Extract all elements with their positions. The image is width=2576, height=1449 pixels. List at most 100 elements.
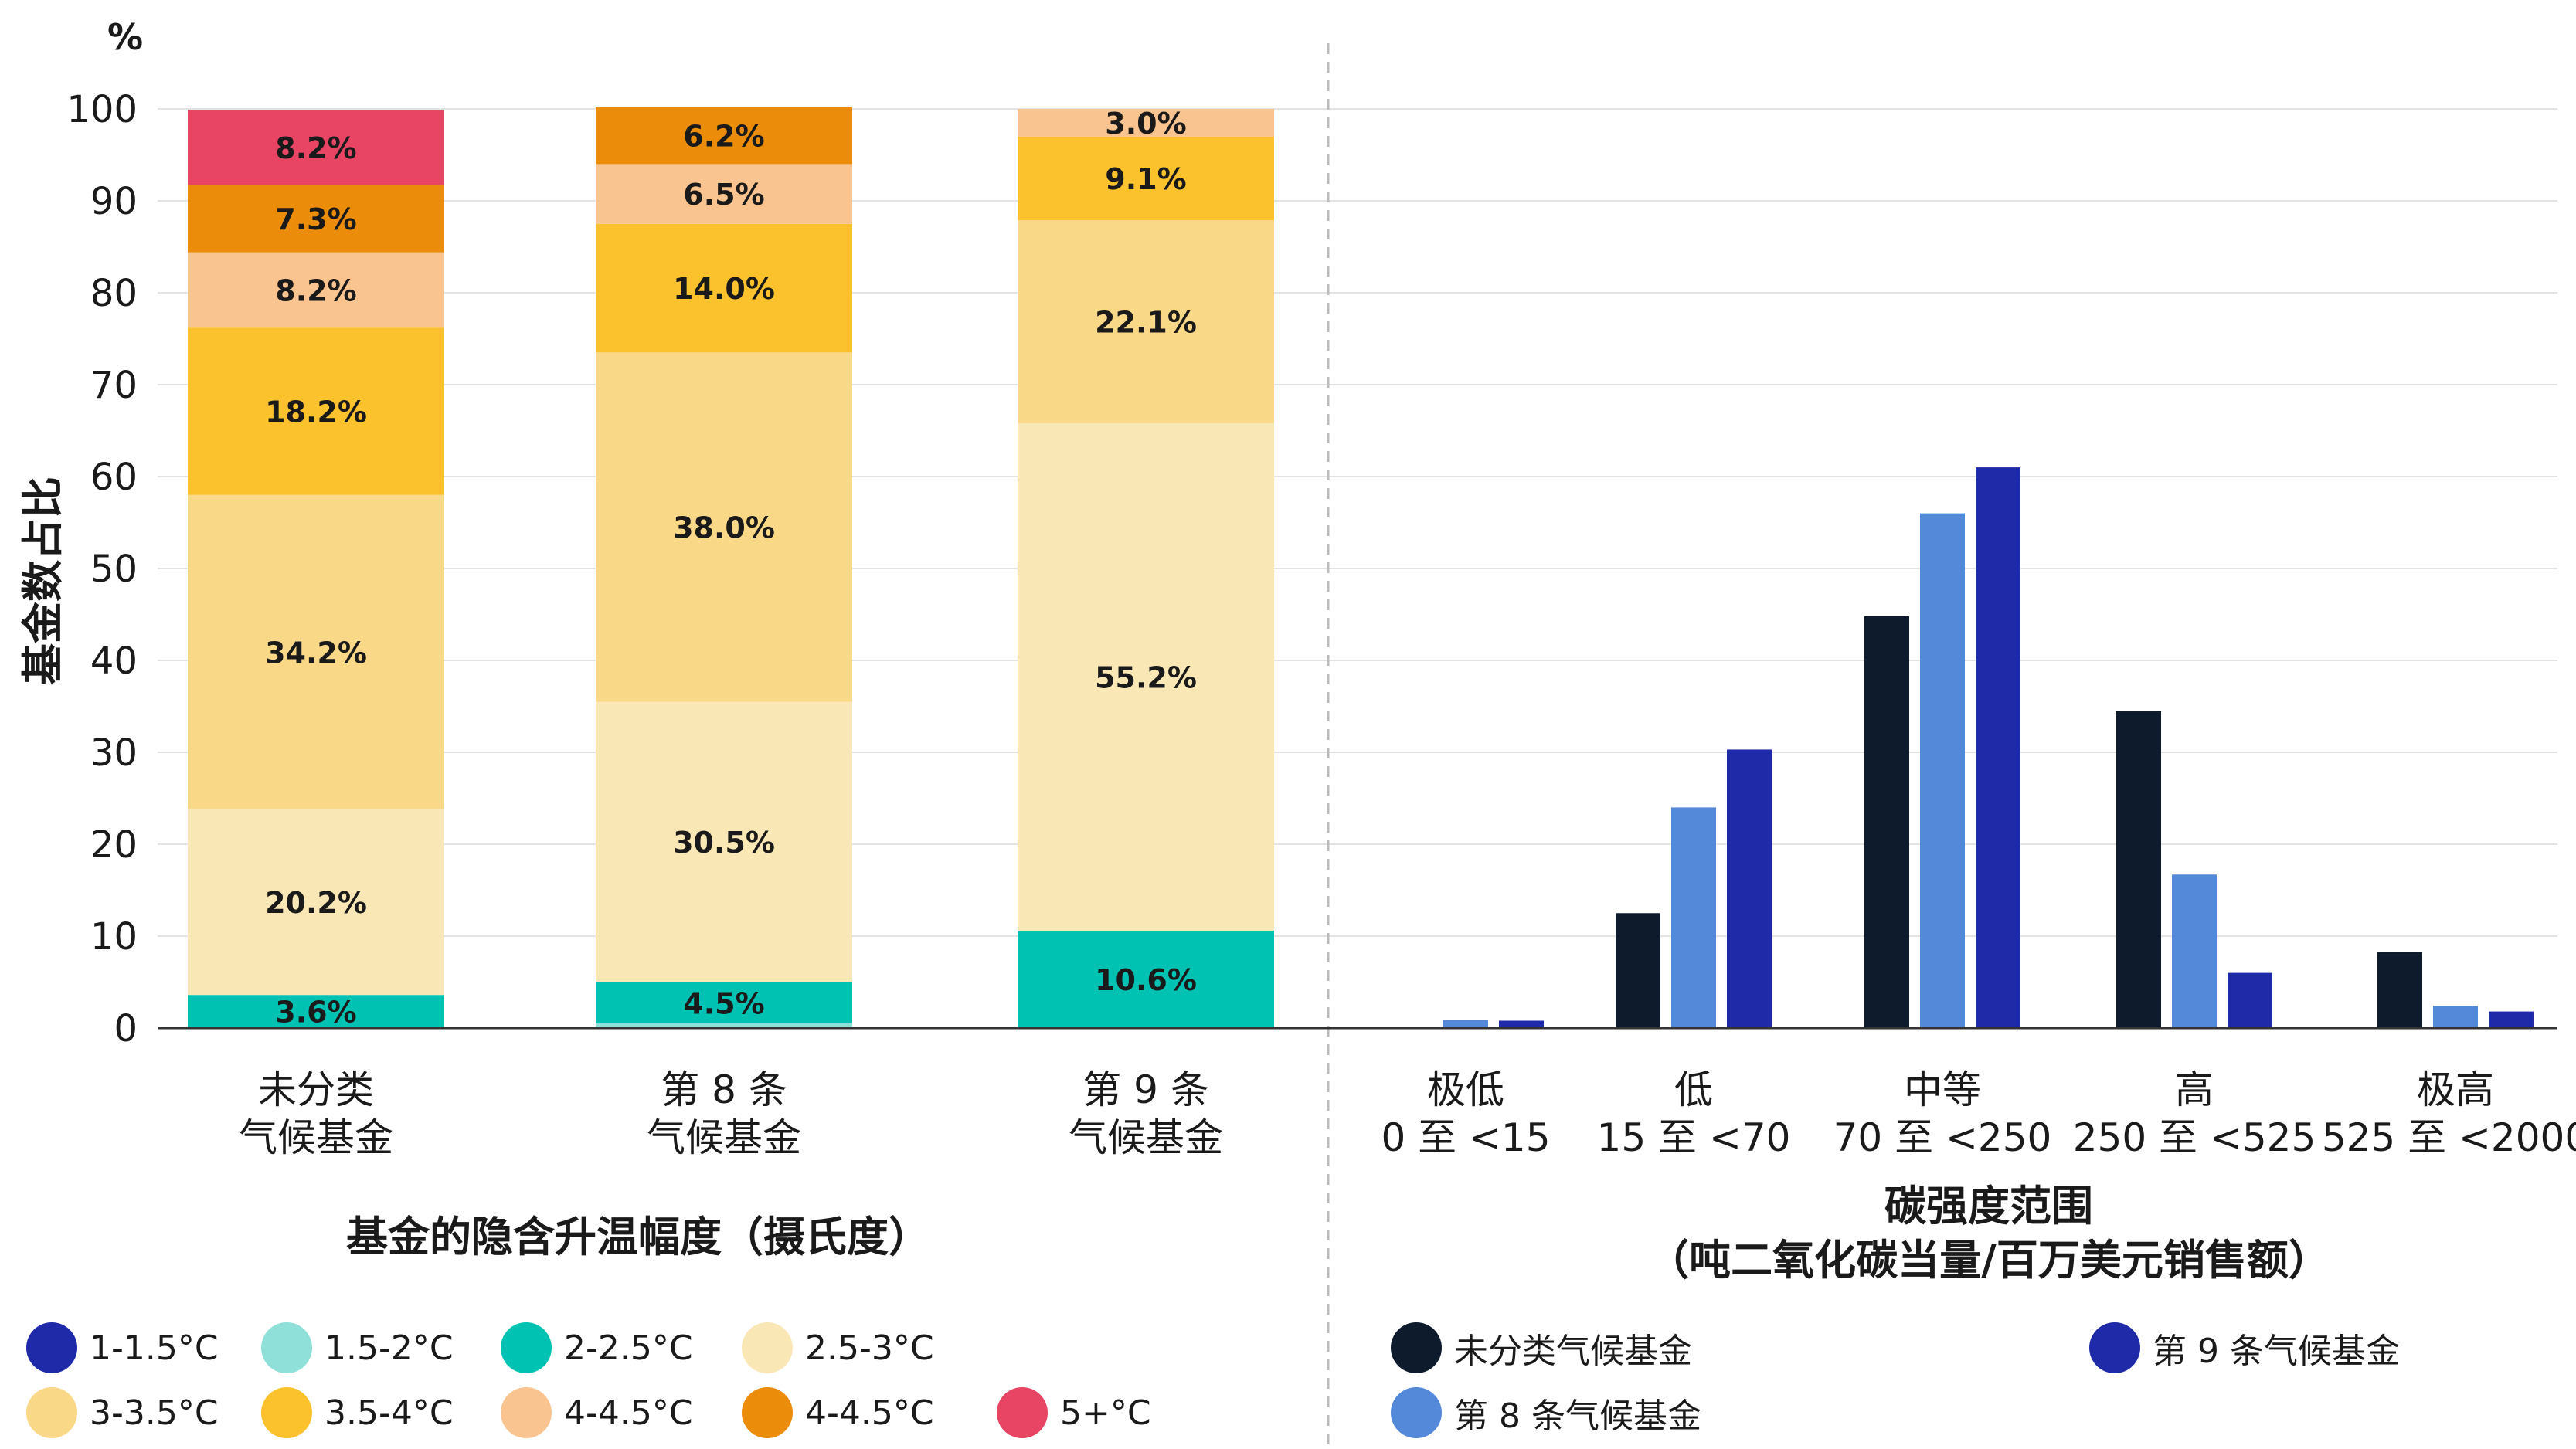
legend-label: 4-4.5°C [564,1393,693,1433]
x-category-label: 0 至 <15 [1381,1115,1550,1160]
stacked-bar-segment [188,252,444,328]
legend-item-3-3-5: 3-3.5°C [26,1387,219,1438]
data-label: 9.1% [1105,162,1186,196]
legend-label: 2.5-3°C [805,1328,934,1368]
data-label: 8.2% [275,131,356,165]
x-category-label: 极低 [1427,1067,1504,1112]
x-category-label: 高 [2175,1067,2214,1112]
y-axis-title: 基金数占比 [19,477,67,685]
grouped-bar [2172,874,2217,1028]
y-tick-label: 100 [66,88,138,131]
y-tick-label: 90 [90,180,138,223]
legend-item-article-8: 第 8 条气候基金 [1391,1387,1701,1438]
stacked-bar-segment [188,185,444,253]
legend-swatch [1391,1387,1442,1438]
data-label: 18.2% [265,395,367,429]
stacked-bar-segment [1018,219,1274,423]
data-label: 55.2% [1095,660,1197,694]
x-category-label: 气候基金 [239,1115,393,1160]
stacked-bar-segment [1018,109,1274,137]
data-label: 7.3% [275,202,356,236]
stacked-bar-segment [596,107,852,165]
stacked-bar-segment [188,995,444,1028]
data-label: 10.6% [1095,963,1197,997]
grouped-bars [1443,467,2534,1028]
stacked-bar-segment [596,701,852,982]
x-category-label: 气候基金 [1069,1115,1223,1160]
grouped-bar [2228,972,2272,1028]
grouped-bar [2489,1011,2534,1028]
legend-item-3-5-4: 3.5-4°C [261,1387,454,1438]
grouped-bar [2433,1006,2478,1028]
grouped-bar [1671,807,1716,1028]
legend-item-1-5-2: 1.5-2°C [261,1322,454,1373]
data-label: 8.2% [275,273,356,307]
data-label: 6.2% [683,120,764,154]
x-category-label: 525 至 <2000 [2322,1115,2576,1160]
stacked-bar-segment [596,164,852,224]
right-section-title-line1: 碳强度范围 [1884,1182,2093,1230]
x-category-label: 250 至 <525 [2073,1115,2316,1160]
legend-swatch [2089,1322,2140,1373]
gridlines [158,108,2557,937]
y-tick-label: 20 [90,823,138,867]
grouped-bar [1976,467,2020,1028]
legend-label: 4-4.5°C [805,1393,934,1433]
data-label: 38.0% [673,511,775,545]
grouped-bar [1864,616,1909,1028]
y-tick-label: 80 [90,272,138,315]
grouped-bar [1727,749,1772,1028]
legend-swatch [26,1387,77,1438]
legend-item-4-4-5-light: 4-4.5°C [501,1387,693,1438]
grouped-bar [1499,1020,1544,1028]
legend-item-2-2-5: 2-2.5°C [501,1322,693,1373]
x-category-label: 未分类 [258,1067,374,1112]
legend-swatch [1391,1322,1442,1373]
legend-label: 1-1.5°C [90,1328,219,1368]
data-label: 3.6% [275,996,356,1030]
x-category-label: 第 9 条 [1082,1067,1209,1112]
right-section-title-line2: （吨二氧化碳当量/百万美元销售额） [1647,1236,2330,1284]
legend-label: 1.5-2°C [325,1328,454,1368]
data-label: 14.0% [673,272,775,306]
legend-swatch [261,1387,312,1438]
left-section-title: 基金的隐含升温幅度（摄氏度） [346,1213,930,1261]
legend-label: 3.5-4°C [325,1393,454,1433]
stacked-bars: 3.6% 20.2% 34.2% 18.2% 8.2% 7.3% 8.2% 4.5% 30.5%… [188,107,1274,1030]
data-label: 30.5% [673,826,775,860]
legend-label: 3-3.5°C [90,1393,219,1433]
stacked-bar-segment [188,494,444,809]
data-label: 34.2% [265,636,367,670]
x-category-label: 70 至 <250 [1833,1115,2052,1160]
y-tick-label: 70 [90,364,138,407]
legend-swatch [501,1322,552,1373]
y-unit-label: % [107,16,143,58]
y-tick-labels: 0 10 20 30 40 50 60 70 80 90 100 [66,88,138,1050]
legend-item-article-9: 第 9 条气候基金 [2089,1322,2400,1373]
legend-label: 第 9 条气候基金 [2153,1332,2400,1371]
y-tick-label: 60 [90,456,138,499]
legend-item-2-5-3: 2.5-3°C [742,1322,934,1373]
legend-label: 2-2.5°C [564,1328,693,1368]
y-tick-label: 30 [90,731,138,775]
x-category-label: 中等 [1904,1067,1981,1112]
legend-swatch [26,1322,77,1373]
legend-item-5-plus: 5+°C [997,1387,1151,1438]
legend-label: 未分类气候基金 [1454,1332,1692,1371]
stacked-bar-segment [188,327,444,495]
x-category-label: 第 8 条 [661,1067,787,1112]
stacked-bar-segment [188,809,444,996]
legend-label: 第 8 条气候基金 [1454,1396,1701,1436]
legend-swatch [997,1387,1048,1438]
data-label: 3.0% [1105,107,1186,141]
data-label: 20.2% [265,886,367,920]
grouped-bar [1920,513,1965,1028]
y-tick-label: 50 [90,548,138,591]
legend-item-4-4-5-dark: 4-4.5°C [742,1387,934,1438]
stacked-bar-segment [596,352,852,702]
legend-item-1-1-5: 1-1.5°C [26,1322,219,1373]
grouped-bar [1443,1020,1488,1028]
legend-item-unclassified: 未分类气候基金 [1391,1322,1692,1373]
data-label: 6.5% [683,178,764,212]
